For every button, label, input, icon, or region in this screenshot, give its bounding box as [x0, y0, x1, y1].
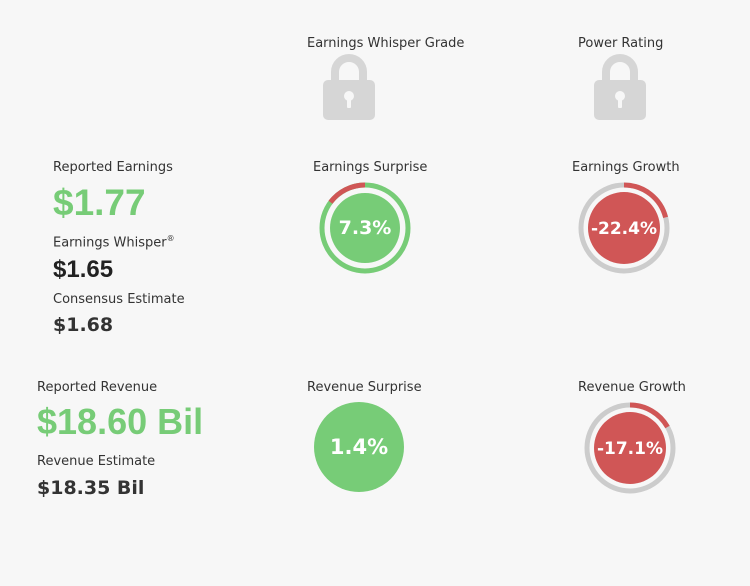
earnings-surprise-label: Earnings Surprise [313, 160, 428, 175]
revenue-surprise-label: Revenue Surprise [307, 380, 422, 395]
revenue-growth-value: -17.1% [597, 439, 663, 459]
consensus-estimate-label: Consensus Estimate [53, 292, 185, 307]
earnings-growth-label: Earnings Growth [572, 160, 680, 175]
whisper-grade-lock-icon [321, 52, 377, 128]
earnings-whisper-value: $1.65 [53, 256, 114, 283]
power-rating-lock-icon [592, 52, 648, 128]
earnings-surprise-value: 7.3% [339, 217, 392, 239]
consensus-estimate-value: $1.68 [53, 314, 114, 336]
earnings-growth-gauge: -22.4% [576, 180, 672, 280]
reported-earnings-value: $1.77 [53, 182, 146, 223]
reported-revenue-label: Reported Revenue [37, 380, 158, 395]
registered-mark: ® [166, 234, 175, 243]
revenue-estimate-value: $18.35 Bil [37, 477, 145, 499]
revenue-estimate-label: Revenue Estimate [37, 454, 156, 469]
revenue-surprise-value: 1.4% [330, 435, 388, 459]
reported-revenue-value: $18.60 Bil [37, 401, 204, 442]
whisper-grade-label: Earnings Whisper Grade [307, 36, 465, 51]
earnings-whisper-label: Earnings Whisper® [53, 234, 175, 251]
revenue-growth-label: Revenue Growth [578, 380, 686, 395]
earnings-surprise-gauge: 7.3% [317, 180, 413, 280]
revenue-surprise-gauge: 1.4% [312, 400, 406, 498]
power-rating-label: Power Rating [578, 36, 664, 51]
earnings-growth-value: -22.4% [591, 219, 657, 239]
revenue-growth-gauge: -17.1% [582, 400, 678, 500]
reported-earnings-label: Reported Earnings [53, 160, 173, 175]
